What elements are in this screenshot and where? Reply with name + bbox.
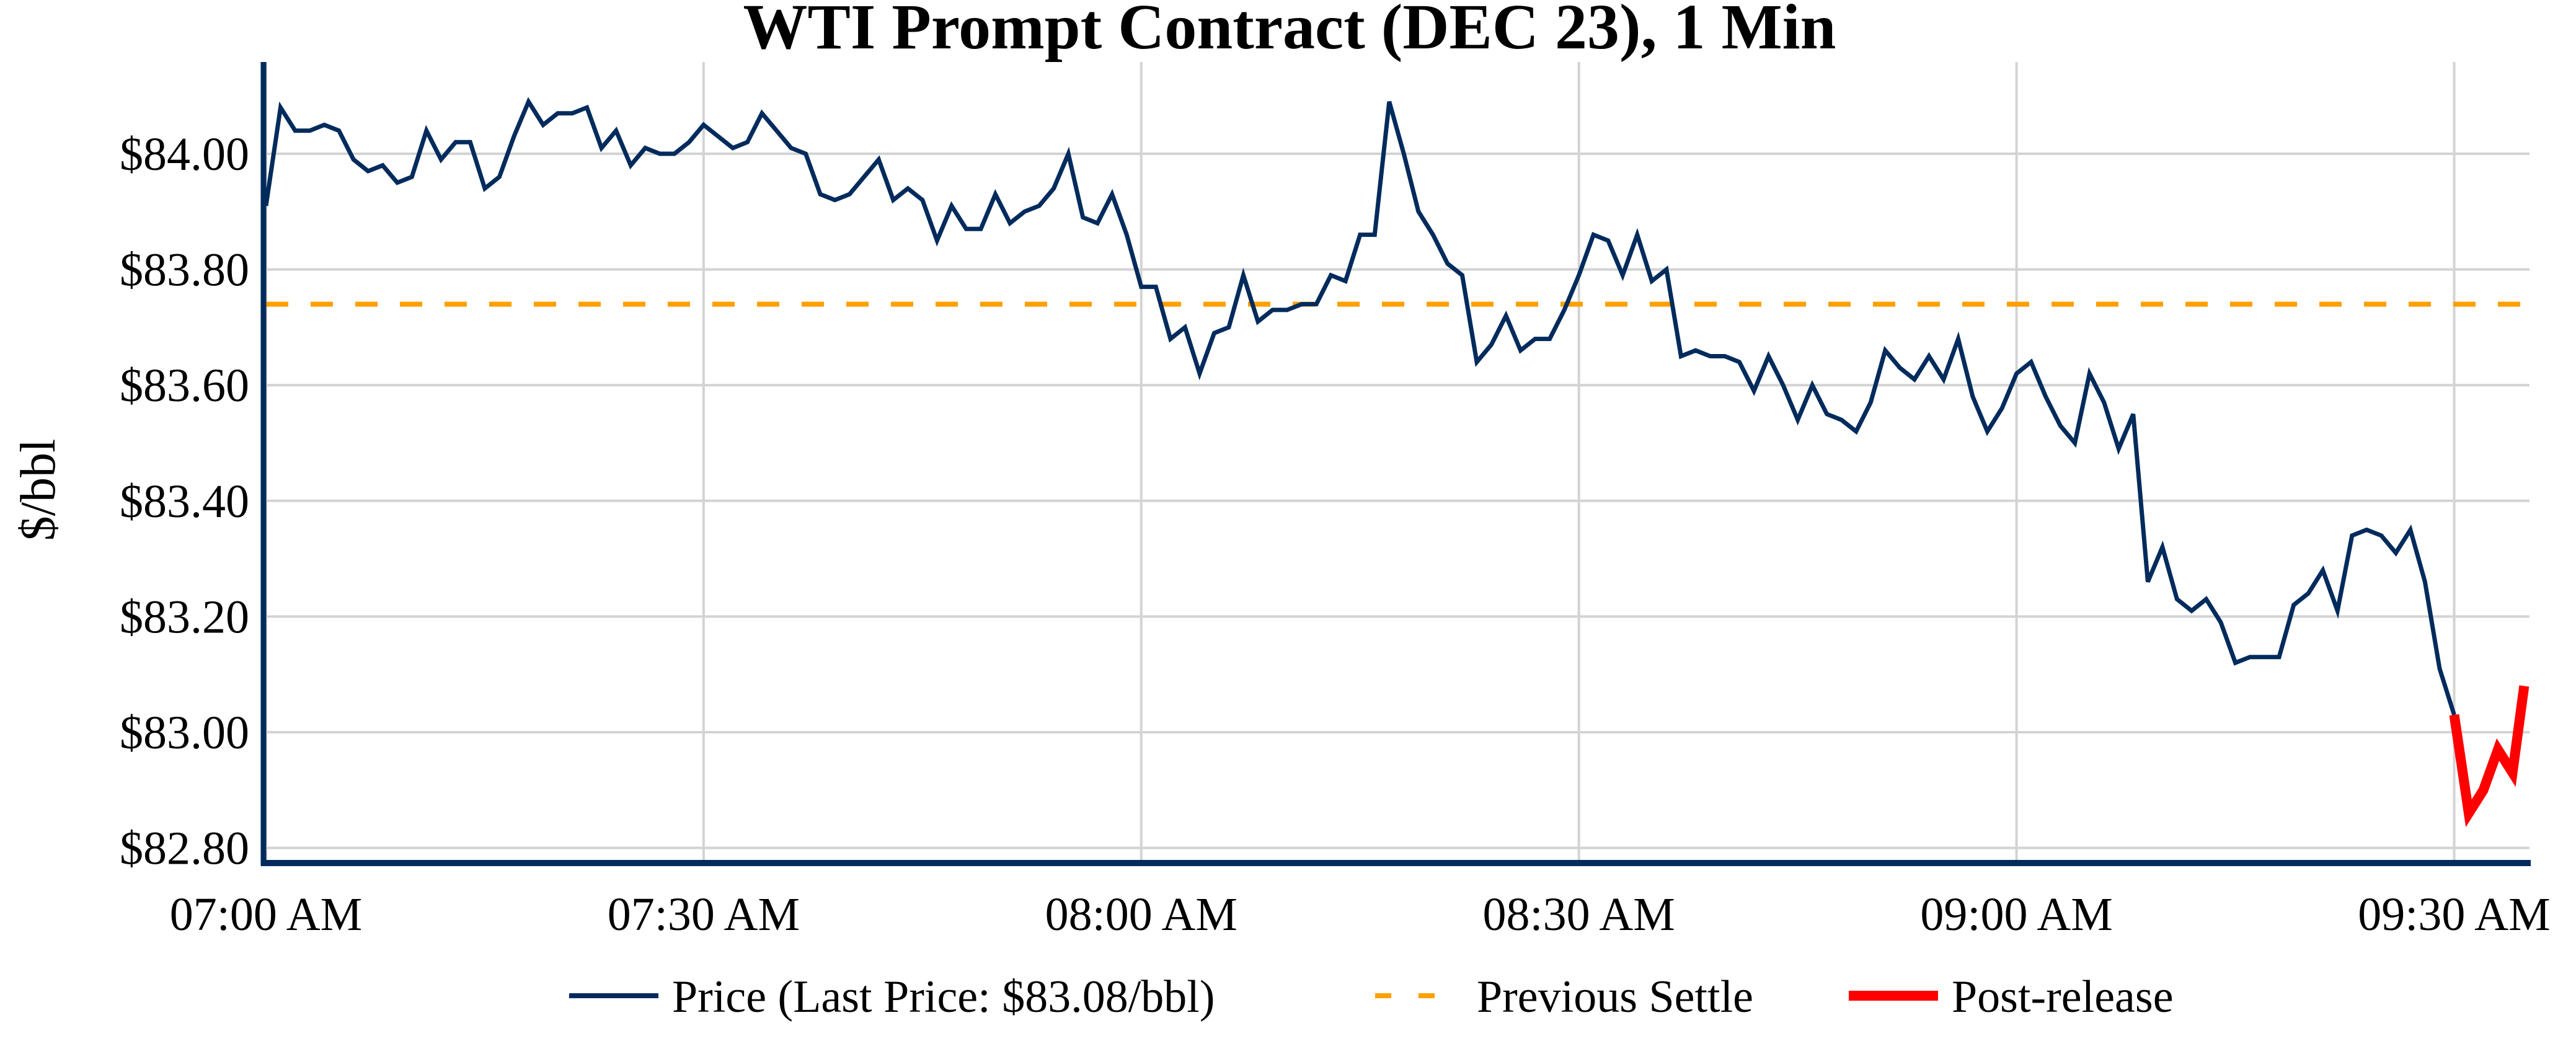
y-tick-label: $82.80	[120, 823, 249, 875]
x-tick-labels: 07:00 AM 07:30 AM 08:00 AM 08:30 AM 09:00 AM…	[170, 888, 2551, 941]
x-tick-label: 08:30 AM	[1483, 888, 1675, 941]
x-tick-label: 07:00 AM	[170, 888, 362, 941]
y-tick-labels: $84.00 $83.80 $83.60 $83.40 $83.20 $83.00 $82.…	[120, 128, 249, 875]
y-tick-label: $83.00	[120, 707, 249, 759]
legend-label-post: Post-release	[1952, 972, 2174, 1022]
post-release-series-line	[2449, 685, 2530, 828]
y-axis-label: $/bbl	[11, 439, 66, 541]
y-tick-label: $84.00	[120, 128, 249, 180]
x-tick-label: 08:00 AM	[1045, 888, 1237, 941]
price-series-line	[263, 97, 2456, 716]
x-tick-label: 09:00 AM	[1920, 888, 2112, 941]
legend-label-price: Price (Last Price: $83.08/bbl)	[672, 972, 1215, 1022]
y-tick-label: $83.60	[120, 360, 249, 412]
legend-item-post[interactable]: Post-release	[1849, 972, 2174, 1022]
y-tick-label: $83.20	[120, 591, 249, 643]
y-tick-label: $83.40	[120, 476, 249, 528]
legend-label-settle: Previous Settle	[1477, 972, 1753, 1022]
y-tick-label: $83.80	[120, 244, 249, 296]
legend: Price (Last Price: $83.08/bbl) Previous …	[569, 972, 2174, 1022]
x-tick-label: 09:30 AM	[2358, 888, 2550, 941]
legend-item-settle[interactable]: Previous Settle	[1375, 972, 1753, 1022]
legend-item-price[interactable]: Price (Last Price: $83.08/bbl)	[569, 972, 1215, 1022]
series-layer	[263, 97, 2530, 828]
x-tick-label: 07:30 AM	[608, 888, 800, 941]
chart-title: WTI Prompt Contract (DEC 23), 1 Min	[743, 0, 1836, 63]
